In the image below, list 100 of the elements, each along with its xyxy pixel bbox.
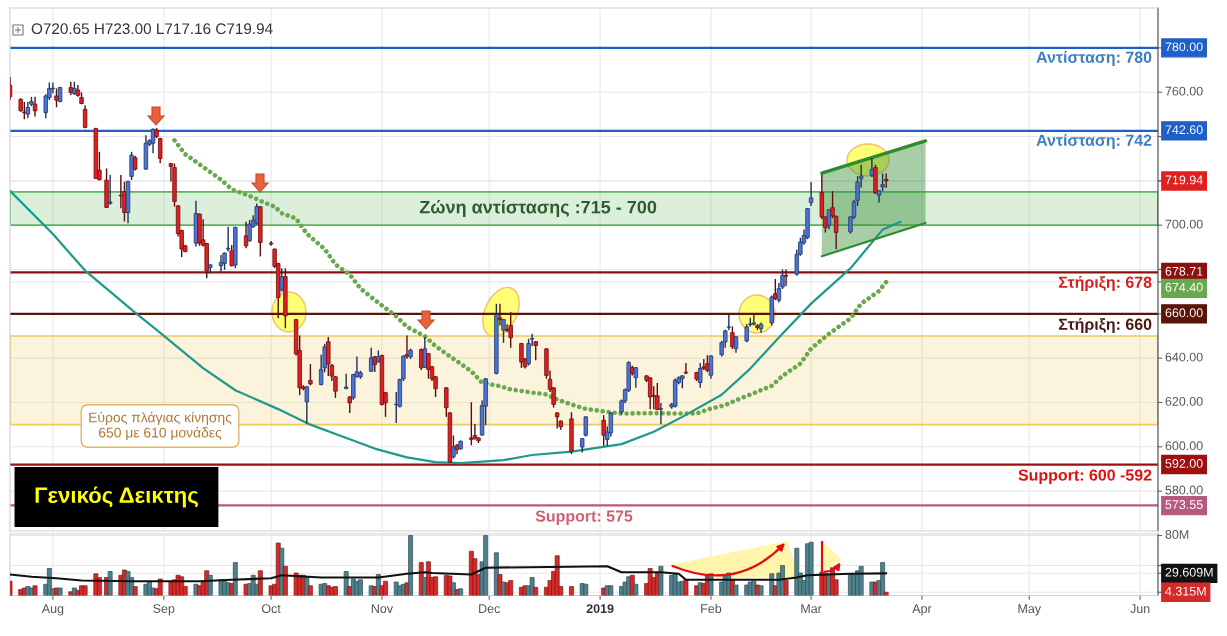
bar: [858, 565, 864, 596]
bar: [232, 562, 238, 596]
bar: [583, 583, 589, 596]
ref-line-label: 573.55: [1165, 500, 1203, 509]
x-tick-label: May: [1018, 604, 1042, 616]
y-tick-label: 80M: [1165, 530, 1189, 539]
y-tick-label: 700.00: [1165, 219, 1203, 229]
y-tick-label: 600.00: [1165, 441, 1203, 451]
candlestick: [601, 415, 606, 446]
x-tick-label: 2019: [586, 604, 614, 614]
bar: [458, 588, 464, 596]
candlestick: [351, 373, 356, 400]
candlestick: [808, 181, 814, 206]
candlestick: [50, 82, 56, 94]
x-tick-label: Sep: [153, 604, 175, 616]
ref-line-label: 742.60: [1165, 125, 1203, 135]
bar: [683, 579, 689, 596]
bar: [408, 535, 413, 596]
y-tick-label: 620.00: [1165, 396, 1203, 406]
y-tick-label: 674.40: [1165, 282, 1203, 292]
annotation: O720.65 H723.00 L717.16 C719.94: [31, 23, 273, 35]
y-tick-label: 760.00: [1165, 86, 1203, 96]
bar: [880, 562, 886, 596]
candlestick: [279, 268, 285, 292]
candlestick: [783, 269, 789, 286]
candlestick: [326, 337, 331, 377]
x-tick-label: Jun: [1130, 604, 1150, 614]
bar: [783, 580, 789, 596]
bar: [733, 584, 739, 596]
x-tick-label: Mar: [801, 604, 822, 614]
line-series: [10, 189, 902, 465]
candlestick: [701, 359, 707, 370]
y-tick-label: 29.609M: [1165, 567, 1213, 577]
x-tick-label: Feb: [701, 603, 722, 614]
y-tick-label: 4.315M: [1165, 586, 1206, 596]
bar: [808, 541, 814, 596]
bar: [633, 583, 639, 596]
candlestick: [658, 402, 664, 425]
text: Γενικός Δεικτης: [35, 486, 198, 508]
candlestick: [526, 338, 531, 366]
bar: [508, 580, 514, 596]
bar: [333, 586, 338, 596]
y-tick-label: 719.94: [1165, 175, 1203, 185]
bar: [358, 579, 363, 596]
x-tick-label: Nov: [371, 604, 394, 614]
bar: [57, 587, 63, 596]
candlestick: [869, 157, 875, 178]
annotation: Αντίσταση: 742: [1036, 133, 1152, 150]
bar: [533, 586, 539, 596]
x-tick-label: Oct: [261, 604, 281, 614]
bar: [758, 585, 764, 596]
band-label: Ζώνη αντίστασης :715 - 700: [419, 200, 657, 218]
bar: [207, 574, 213, 596]
bar: [608, 585, 614, 596]
bar: [282, 565, 288, 596]
bar: [658, 565, 664, 596]
bar: [132, 586, 138, 596]
bar: [383, 580, 388, 596]
candlestick: [82, 105, 88, 129]
bar: [529, 577, 535, 596]
bar: [257, 570, 263, 596]
x-tick-label: Apr: [912, 604, 932, 616]
bar: [497, 574, 503, 596]
candlestick: [118, 175, 124, 209]
candlestick: [469, 402, 474, 446]
annotation: Στήριξη: 678: [1058, 276, 1152, 292]
candlestick: [343, 373, 349, 390]
bar: [32, 585, 38, 596]
annotation: Support: 575: [535, 510, 633, 525]
annotation: Εύρος πλάγιας κίνησης 650 με 610 μονάδες: [89, 411, 232, 441]
candlestick: [229, 245, 234, 267]
bar: [447, 575, 453, 596]
ref-line-label: 660.00: [1165, 308, 1203, 318]
candlestick: [726, 314, 732, 331]
ref-line-label: 780.00: [1165, 42, 1203, 52]
annotation: Support: 600 -592: [1018, 469, 1152, 484]
bar: [82, 585, 88, 596]
annotation: Στήριξη: 660: [1058, 318, 1152, 334]
bar: [304, 577, 310, 596]
y-tick-label: 640.00: [1165, 352, 1203, 362]
candlestick: [730, 326, 735, 349]
candlestick: [225, 226, 231, 252]
bar: [107, 571, 113, 596]
bar: [883, 591, 889, 596]
candlestick: [583, 416, 588, 437]
bar: [554, 555, 560, 596]
candlestick: [107, 175, 113, 205]
y-tick-label: 580.00: [1165, 485, 1203, 495]
line-series: [10, 565, 888, 583]
bar: [433, 576, 438, 596]
candlestick: [655, 382, 660, 411]
candlestick: [698, 362, 703, 388]
bar: [308, 585, 313, 596]
ref-line-label: 678.71: [1165, 266, 1203, 276]
candlestick: [422, 337, 428, 368]
candlestick: [308, 364, 313, 386]
ref-line-label: 592.00: [1165, 459, 1203, 468]
x-tick-label: Dec: [479, 604, 501, 614]
candlestick: [254, 203, 259, 225]
candlestick: [683, 362, 689, 375]
